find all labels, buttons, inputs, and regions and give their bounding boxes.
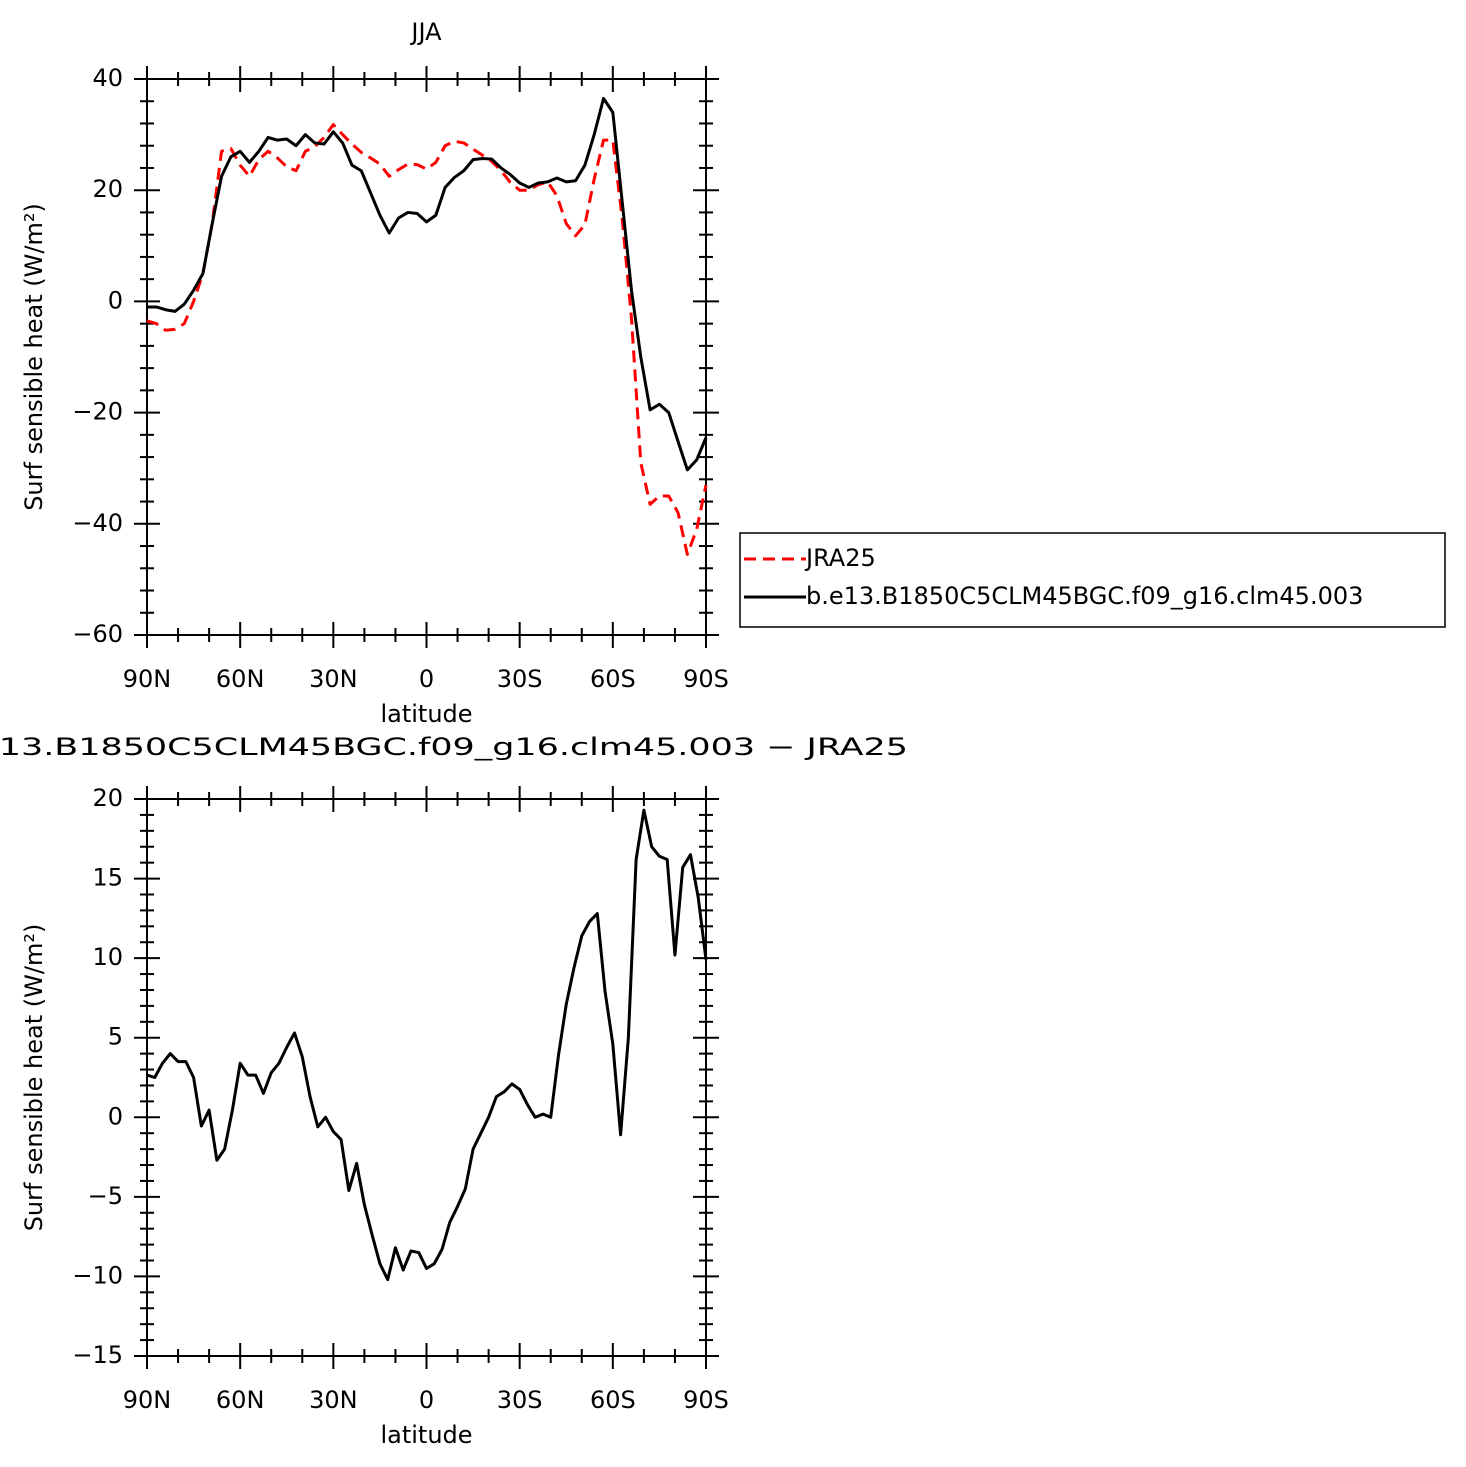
x-tick-label: 90S [683,665,729,693]
y-tick-label: 5 [108,1023,123,1051]
y-tick-label: 20 [92,784,123,812]
x-tick-label: 0 [419,665,434,693]
plot-frame [146,78,707,636]
legend-label: JRA25 [804,544,876,572]
panel: b.e13.B1850C5CLM45BGC.f09_g16.clm45.003 … [0,733,908,1449]
x-tick-label: 30N [309,665,358,693]
x-tick-label: 60S [590,665,636,693]
x-tick-label: 90S [683,1386,729,1414]
legend-label: b.e13.B1850C5CLM45BGC.f09_g16.clm45.003 [806,582,1363,610]
chart-title: b.e13.B1850C5CLM45BGC.f09_g16.clm45.003 … [0,733,908,761]
data-line [146,123,708,556]
y-tick-label: −20 [72,398,123,426]
y-axis-label: Surf sensible heat (W/m²) [20,924,48,1232]
x-tick-label: 60S [590,1386,636,1414]
y-tick-label: 15 [92,864,123,892]
x-axis-label: latitude [380,700,472,728]
y-tick-label: −60 [72,620,123,648]
x-tick-label: 0 [419,1386,434,1414]
y-tick-label: 20 [92,175,123,203]
y-tick-label: 40 [92,64,123,92]
panel: JJA latitude Surf sensible heat (W/m²) 90N 6… [20,18,1446,728]
data-line [147,96,708,472]
x-tick-label: 90N [123,1386,172,1414]
y-tick-label: −5 [88,1182,123,1210]
x-tick-label: 60N [216,665,265,693]
x-tick-label: 60N [216,1386,265,1414]
y-tick-label: 0 [108,286,123,314]
data-line [146,808,708,1282]
x-tick-label: 90N [123,665,172,693]
y-tick-label: 10 [92,943,123,971]
x-tick-label: 30S [497,1386,543,1414]
y-axis-label: Surf sensible heat (W/m²) [20,203,48,511]
x-tick-label: 30N [309,1386,358,1414]
legend-box [739,532,1446,628]
y-tick-label: 0 [108,1102,123,1130]
y-tick-label: −40 [72,509,123,537]
plot-frame [146,798,707,1357]
legend: JRA25 b.e13.B1850C5CLM45BGC.f09_g16.clm45… [739,532,1446,628]
chart-title: JJA [409,18,442,46]
y-tick-label: −15 [72,1341,123,1369]
y-tick-label: −10 [72,1261,123,1289]
x-axis-label: latitude [380,1421,472,1449]
x-tick-label: 30S [497,665,543,693]
